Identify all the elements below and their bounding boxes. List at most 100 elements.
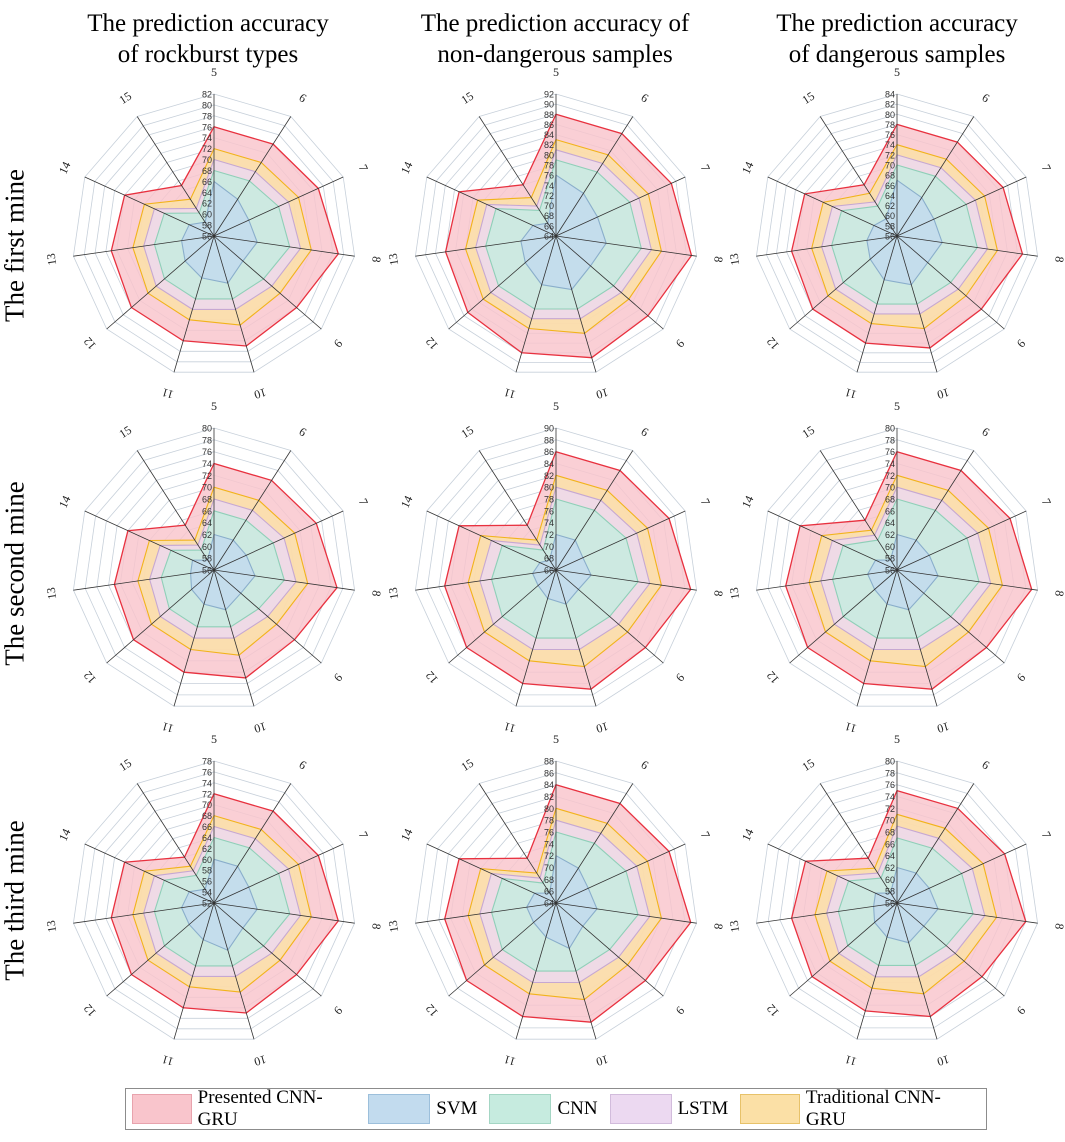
category-label: 14 [739, 826, 757, 843]
tick-label: 72 [885, 150, 895, 160]
category-label: 11 [502, 1052, 517, 1069]
axis-spoke [73, 569, 215, 591]
axis-spoke [896, 569, 1005, 664]
legend-swatch-lstm [609, 1094, 672, 1124]
tick-label: 66 [544, 887, 554, 897]
tick-label: 80 [202, 100, 212, 110]
category-label: 10 [595, 1052, 610, 1069]
axis-spoke [213, 176, 344, 237]
category-label: 8 [711, 922, 726, 930]
category-label: 11 [843, 1052, 858, 1069]
tick-label: 60 [202, 542, 212, 552]
tick-label: 74 [544, 181, 554, 191]
category-label: 7 [698, 162, 713, 173]
axis-spoke [136, 116, 215, 237]
axis-spoke [448, 569, 557, 664]
tick-label: 64 [202, 833, 212, 843]
axis-spoke [173, 235, 215, 373]
axis-spoke [896, 116, 975, 237]
tick-label: 58 [885, 554, 895, 564]
axis-spoke [756, 235, 898, 257]
tick-label: 64 [544, 232, 554, 242]
tick-label: 66 [885, 506, 895, 516]
tick-label: 62 [885, 201, 895, 211]
grid-ring [426, 772, 686, 1029]
tick-label: 60 [202, 210, 212, 220]
category-label: 6 [979, 90, 992, 105]
tick-label: 84 [544, 130, 554, 140]
tick-label: 64 [885, 518, 895, 528]
tick-label: 78 [544, 816, 554, 826]
category-label: 7 [698, 829, 713, 840]
legend-item-lstm: LSTM [609, 1094, 728, 1124]
tick-label: 74 [202, 778, 212, 788]
tick-label: 66 [544, 221, 554, 231]
axis-spoke [415, 569, 557, 591]
axis-spoke [106, 902, 215, 997]
tick-label: 86 [544, 447, 554, 457]
axis-spoke [106, 569, 215, 664]
axis-spoke [136, 450, 215, 571]
grid-ring [755, 427, 1039, 707]
tick-label: 66 [885, 839, 895, 849]
column-title-3: The prediction accuracy of dangerous sam… [727, 8, 1065, 70]
tick-label: 80 [885, 110, 895, 120]
axis-spoke [478, 450, 557, 571]
tick-label: 60 [202, 855, 212, 865]
category-label: 5 [553, 399, 559, 413]
tick-label: 84 [885, 90, 895, 100]
legend-item-svm: SVM [368, 1094, 477, 1124]
tick-label: 68 [544, 875, 554, 885]
grid-ring [94, 115, 334, 352]
tick-label: 80 [885, 757, 895, 767]
category-label: 13 [44, 252, 60, 266]
category-label: 10 [253, 719, 268, 736]
legend-item-cnn: CNN [489, 1094, 598, 1124]
axis-spoke [555, 569, 664, 664]
tick-label: 78 [202, 757, 212, 767]
legend-swatch-svm [368, 1094, 431, 1124]
grid-ring [414, 760, 698, 1040]
tick-label: 70 [544, 201, 554, 211]
legend-swatch-traditional-cnn-gru [740, 1094, 800, 1124]
category-label: 6 [296, 757, 309, 772]
category-label: 14 [739, 493, 757, 510]
axis-spoke [478, 783, 557, 904]
axis-spoke [555, 569, 597, 707]
tick-label: 78 [885, 435, 895, 445]
tick-label: 56 [885, 232, 895, 242]
axis-spoke [448, 902, 557, 997]
category-label: 11 [160, 385, 175, 402]
tick-label: 64 [885, 191, 895, 201]
category-label: 9 [331, 337, 346, 351]
series-area-svm [873, 866, 939, 944]
category-label: 5 [894, 732, 900, 746]
series-area-svm [180, 858, 258, 951]
tick-label: 70 [202, 800, 212, 810]
column-title-2-line-2: non-dangerous samples [437, 41, 673, 68]
grid-ring [84, 439, 344, 696]
radar-chart-grid: 5678910111213141556586062646668707274767… [44, 65, 1065, 1069]
axis-spoke [213, 569, 322, 664]
category-label: 10 [253, 1052, 268, 1069]
tick-label: 74 [202, 459, 212, 469]
category-label: 6 [296, 90, 309, 105]
category-label: 14 [398, 493, 416, 510]
tick-label: 92 [544, 90, 554, 100]
tick-label: 56 [885, 899, 895, 909]
axis-spoke [213, 235, 355, 257]
axis-spoke [515, 569, 557, 707]
tick-label: 90 [544, 424, 554, 434]
axis-spoke [756, 569, 898, 591]
category-label: 5 [553, 732, 559, 746]
axis-spoke [555, 235, 697, 257]
tick-label: 76 [544, 171, 554, 181]
category-label: 12 [81, 334, 99, 352]
tick-label: 66 [544, 566, 554, 576]
category-label: 10 [595, 719, 610, 736]
tick-label: 68 [202, 811, 212, 821]
grid-ring [766, 103, 1028, 363]
axis-spoke [213, 450, 292, 571]
tick-label: 80 [544, 150, 554, 160]
category-label: 8 [1052, 255, 1065, 263]
